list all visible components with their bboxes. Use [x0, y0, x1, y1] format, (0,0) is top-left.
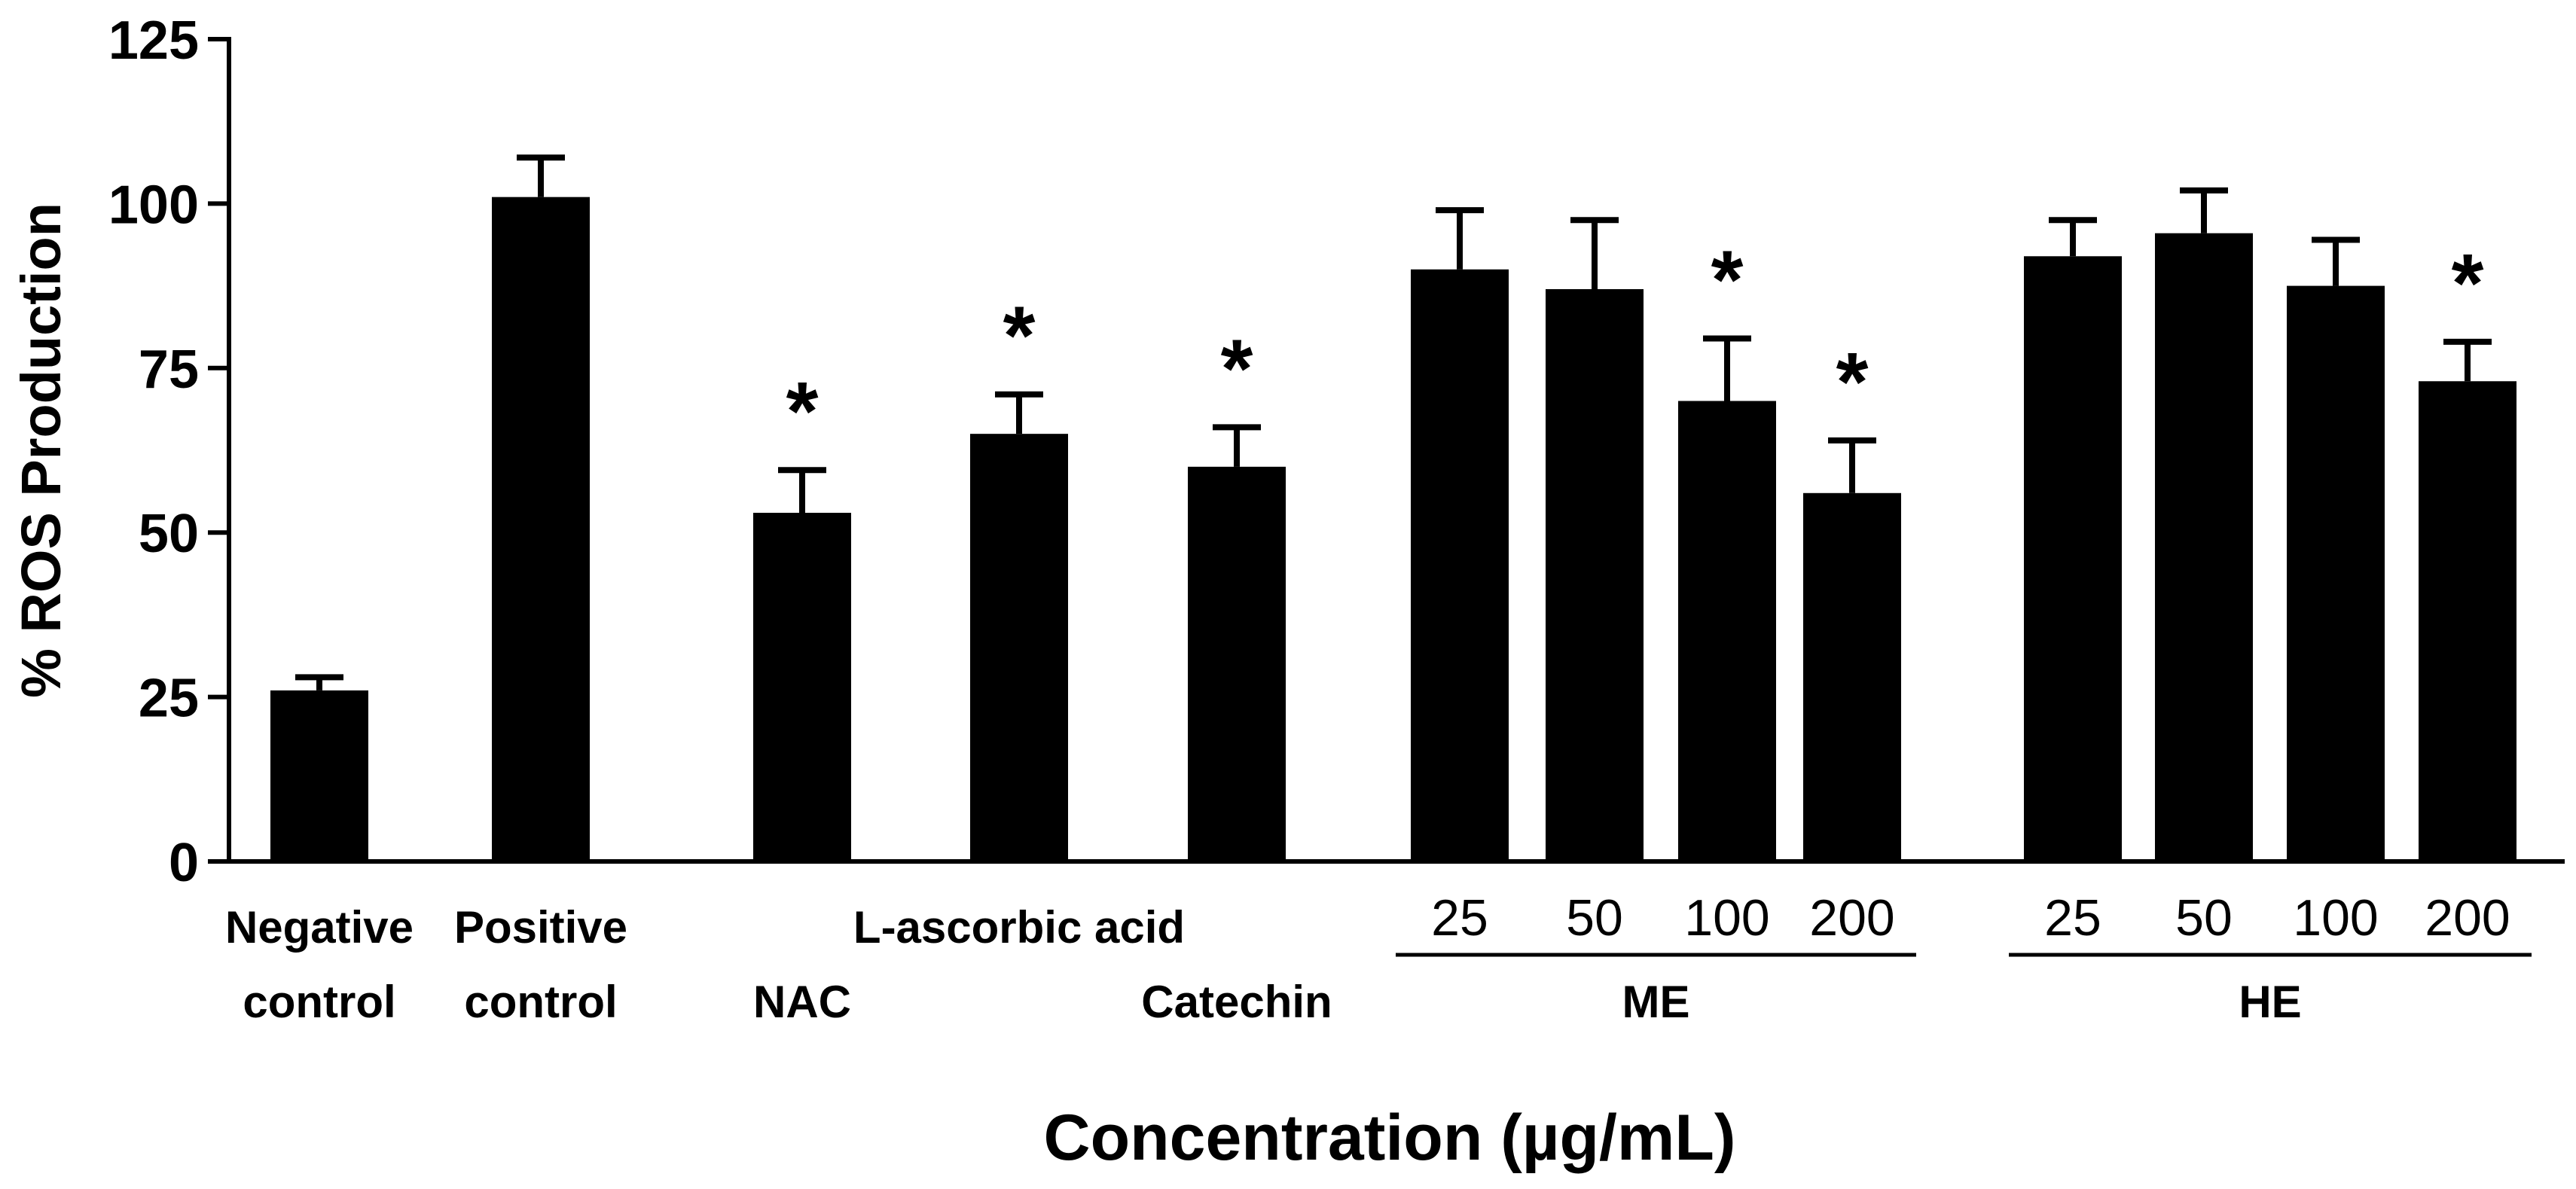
significance-marker: * [1003, 290, 1036, 383]
error-bars-layer [295, 154, 2492, 691]
concentration-label: 50 [2175, 889, 2233, 947]
y-ticks: 0 25 50 75 100 125 [108, 11, 229, 893]
error-bar [778, 467, 826, 513]
bar [1411, 269, 1509, 861]
category-label: L-ascorbic acid [853, 902, 1185, 953]
plot-area: * * * * * * [270, 154, 2516, 862]
significance-marker: * [1836, 336, 1869, 428]
concentration-label: 25 [1431, 889, 1488, 947]
y-tick-label: 0 [169, 833, 199, 893]
error-bar [1436, 207, 1484, 270]
bar [970, 434, 1068, 861]
bar [2287, 285, 2385, 862]
category-label: Catechin [1141, 977, 1332, 1027]
y-axis-title: % ROS Production [10, 203, 72, 698]
y-tick-label: 50 [139, 504, 199, 564]
concentration-label: 25 [2044, 889, 2101, 947]
bar [1188, 466, 1286, 861]
error-bar [2443, 338, 2492, 382]
error-bar [1828, 437, 1876, 493]
error-bar [995, 391, 1043, 434]
bar [2155, 233, 2253, 861]
y-tick-label: 125 [108, 11, 199, 71]
bar [753, 512, 851, 861]
group-name-label: HE [2239, 977, 2301, 1027]
error-bar [1213, 424, 1261, 467]
group-he: 25 50 100 200 HE [2009, 889, 2532, 1027]
error-bar [2049, 217, 2097, 257]
bar [1678, 401, 1776, 861]
x-category-labels: Negative control Positive control NACL-ascor… [225, 902, 1332, 1027]
bar [2419, 381, 2516, 862]
concentration-label: 200 [1809, 889, 1894, 947]
significance-marker: * [2452, 237, 2484, 330]
category-label: control [243, 977, 395, 1027]
significance-markers-layer: * * * * * * [786, 233, 2484, 458]
concentration-label: 100 [1684, 889, 1769, 947]
concentration-label: 50 [1566, 889, 1623, 947]
error-bar [1570, 217, 1619, 289]
bar [270, 690, 368, 861]
category-label: NAC [753, 977, 851, 1027]
x-group-labels: 25 50 100 200 ME 25 50 100 200 HE [1396, 889, 2532, 1027]
bar [1803, 492, 1901, 861]
category-label: Negative [225, 902, 414, 953]
y-tick-label: 25 [139, 669, 199, 729]
significance-marker: * [1221, 322, 1253, 415]
category-label: control [464, 977, 617, 1027]
error-bar [2180, 187, 2228, 233]
bar [492, 197, 590, 861]
x-axis-title: Concentration (µg/mL) [1043, 1102, 1735, 1174]
error-bar [295, 674, 343, 691]
significance-marker: * [786, 365, 819, 458]
y-tick-label: 75 [139, 340, 199, 400]
bar [1546, 288, 1644, 861]
y-tick-label: 100 [108, 175, 199, 235]
bars-layer [270, 197, 2516, 862]
category-label: Positive [454, 902, 627, 953]
group-me: 25 50 100 200 ME [1396, 889, 1916, 1027]
bar [2024, 256, 2122, 862]
error-bar [1703, 335, 1751, 401]
group-name-label: ME [1622, 977, 1690, 1027]
axes: 0 25 50 75 100 125 [108, 11, 2565, 893]
error-bar [517, 154, 565, 197]
error-bar [2312, 236, 2360, 286]
concentration-label: 200 [2425, 889, 2510, 947]
significance-marker: * [1711, 233, 1744, 326]
concentration-label: 100 [2293, 889, 2378, 947]
